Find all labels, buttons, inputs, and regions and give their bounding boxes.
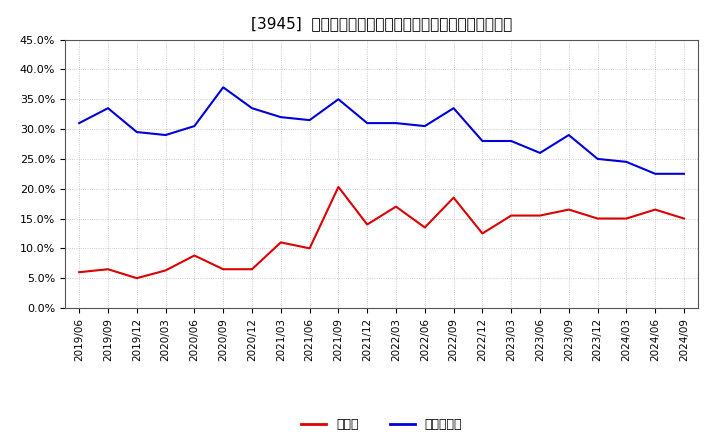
- Title: [3945]  現預金、有利子負債の総資産に対する比率の推移: [3945] 現預金、有利子負債の総資産に対する比率の推移: [251, 16, 512, 32]
- Legend: 現預金, 有利子負債: 現預金, 有利子負債: [296, 413, 467, 436]
